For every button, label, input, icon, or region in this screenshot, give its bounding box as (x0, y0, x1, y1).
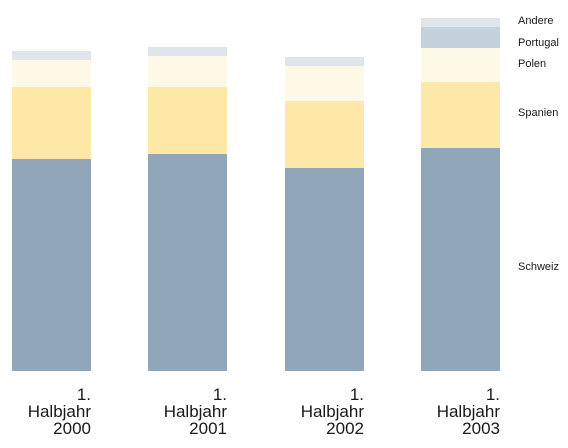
bar-segment-spanien-4 (421, 82, 500, 148)
bar-segment-schweiz-2 (148, 154, 227, 371)
category-label-line: Halbjahr (28, 402, 92, 421)
category-label-line: 2003 (462, 419, 500, 438)
bar-segment-portugal-4 (421, 27, 500, 48)
category-label-3: 1. Halbjahr 2002 (301, 385, 365, 438)
bar-segment-schweiz-4 (421, 148, 500, 371)
category-label-line: 1. (350, 385, 364, 404)
category-label-2: 1. Halbjahr 2001 (164, 385, 228, 438)
category-label-4: 1. Halbjahr 2003 (437, 385, 501, 438)
category-label-line: 2000 (53, 419, 91, 438)
bar-segment-andere-2 (148, 47, 227, 56)
category-label-line: Halbjahr (301, 402, 365, 421)
category-label-line: 2001 (189, 419, 227, 438)
category-label-line: 1. (213, 385, 227, 404)
category-label-1: 1. Halbjahr 2000 (28, 385, 92, 438)
bar-segment-polen-3 (285, 66, 364, 101)
legend-label-portugal: Portugal (518, 37, 559, 49)
category-label-line: Halbjahr (164, 402, 228, 421)
legend-label-polen: Polen (518, 58, 546, 70)
bar-segment-polen-4 (421, 48, 500, 82)
legend-label-schweiz: Schweiz (518, 261, 559, 273)
bars-group (12, 18, 500, 371)
bar-segment-andere-3 (285, 57, 364, 66)
bar-segment-andere-1 (12, 51, 91, 60)
bar-segment-spanien-2 (148, 87, 227, 154)
bar-segment-schweiz-3 (285, 168, 364, 371)
category-label-line: 2002 (326, 419, 364, 438)
bar-segment-polen-1 (12, 60, 91, 87)
legend: Schweiz Spanien Polen Portugal Andere (518, 15, 559, 273)
bar-segment-spanien-1 (12, 87, 91, 159)
legend-label-spanien: Spanien (518, 107, 558, 119)
category-label-line: Halbjahr (437, 402, 501, 421)
bar-segment-schweiz-1 (12, 159, 91, 371)
legend-label-andere: Andere (518, 15, 553, 27)
bar-segment-polen-2 (148, 56, 227, 87)
bar-segment-spanien-3 (285, 101, 364, 168)
category-label-line: 1. (486, 385, 500, 404)
category-label-line: 1. (77, 385, 91, 404)
bar-segment-andere-4 (421, 18, 500, 27)
